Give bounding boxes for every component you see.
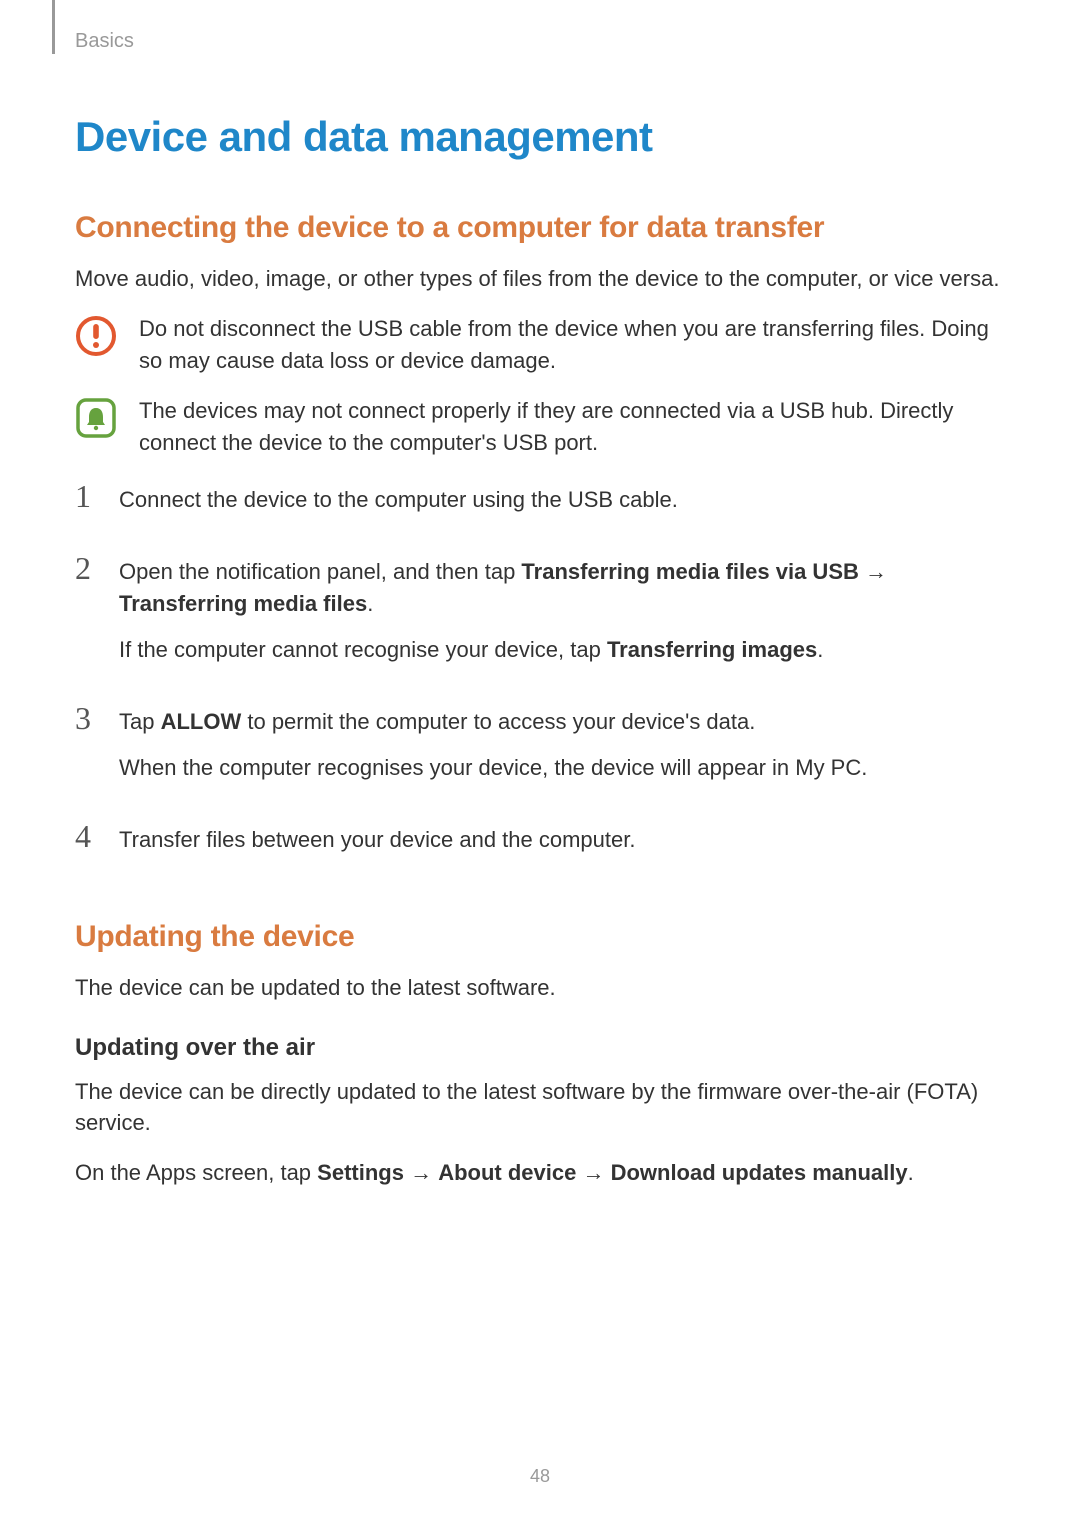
sub-heading-ota: Updating over the air <box>75 1034 1005 1062</box>
page-number: 48 <box>0 1466 1080 1487</box>
step-2-line2: If the computer cannot recognise your de… <box>119 634 1005 666</box>
text: Tap <box>119 709 161 734</box>
bold-text: Transferring media files via USB <box>521 559 858 584</box>
text: . <box>367 591 373 616</box>
text: If the computer cannot recognise your de… <box>119 637 607 662</box>
section2-p1: The device can be directly updated to th… <box>75 1076 1005 1140</box>
text: . <box>817 637 823 662</box>
step-1: 1 Connect the device to the computer usi… <box>75 480 1005 530</box>
bold-text: ALLOW <box>161 709 242 734</box>
warning-text: Do not disconnect the USB cable from the… <box>139 313 1005 377</box>
page-content: Basics Device and data management Connec… <box>0 0 1080 1189</box>
bold-text: Settings <box>317 1160 404 1185</box>
step-number: 1 <box>75 480 105 512</box>
step-1-body: Connect the device to the computer using… <box>119 480 1005 530</box>
step-number: 4 <box>75 820 105 852</box>
bold-text: Download updates manually <box>611 1160 908 1185</box>
breadcrumb: Basics <box>75 30 1005 53</box>
step-number: 2 <box>75 552 105 584</box>
step-3-body: Tap ALLOW to permit the computer to acce… <box>119 702 1005 798</box>
step-3-line1: Tap ALLOW to permit the computer to acce… <box>119 706 1005 738</box>
step-number: 3 <box>75 702 105 734</box>
step-4-body: Transfer files between your device and t… <box>119 820 1005 870</box>
warning-icon <box>75 315 117 357</box>
section1-intro: Move audio, video, image, or other types… <box>75 263 1005 295</box>
text: . <box>908 1160 914 1185</box>
step-4: 4 Transfer files between your device and… <box>75 820 1005 870</box>
text: Open the notification panel, and then ta… <box>119 559 521 584</box>
step-2-body: Open the notification panel, and then ta… <box>119 552 1005 680</box>
section-heading-updating: Updating the device <box>75 920 1005 954</box>
step-1-text: Connect the device to the computer using… <box>119 484 1005 516</box>
text: On the Apps screen, tap <box>75 1160 317 1185</box>
arrow-icon: → <box>404 1160 438 1185</box>
step-3: 3 Tap ALLOW to permit the computer to ac… <box>75 702 1005 798</box>
info-bell-icon <box>75 397 117 439</box>
header-rule <box>52 0 55 54</box>
step-2-line1: Open the notification panel, and then ta… <box>119 556 1005 620</box>
step-3-line2: When the computer recognises your device… <box>119 752 1005 784</box>
section2-p2: On the Apps screen, tap Settings → About… <box>75 1157 1005 1189</box>
section-heading-connecting: Connecting the device to a computer for … <box>75 211 1005 245</box>
arrow-icon: → <box>859 559 887 584</box>
step-4-text: Transfer files between your device and t… <box>119 824 1005 856</box>
warning-note: Do not disconnect the USB cable from the… <box>75 313 1005 377</box>
text: to permit the computer to access your de… <box>241 709 755 734</box>
bold-text: Transferring images <box>607 637 817 662</box>
info-note: The devices may not connect properly if … <box>75 395 1005 459</box>
info-text: The devices may not connect properly if … <box>139 395 1005 459</box>
section2-intro: The device can be updated to the latest … <box>75 972 1005 1004</box>
bold-text: Transferring media files <box>119 591 367 616</box>
arrow-icon: → <box>576 1160 610 1185</box>
bold-text: About device <box>438 1160 576 1185</box>
page-title: Device and data management <box>75 113 1005 161</box>
step-2: 2 Open the notification panel, and then … <box>75 552 1005 680</box>
